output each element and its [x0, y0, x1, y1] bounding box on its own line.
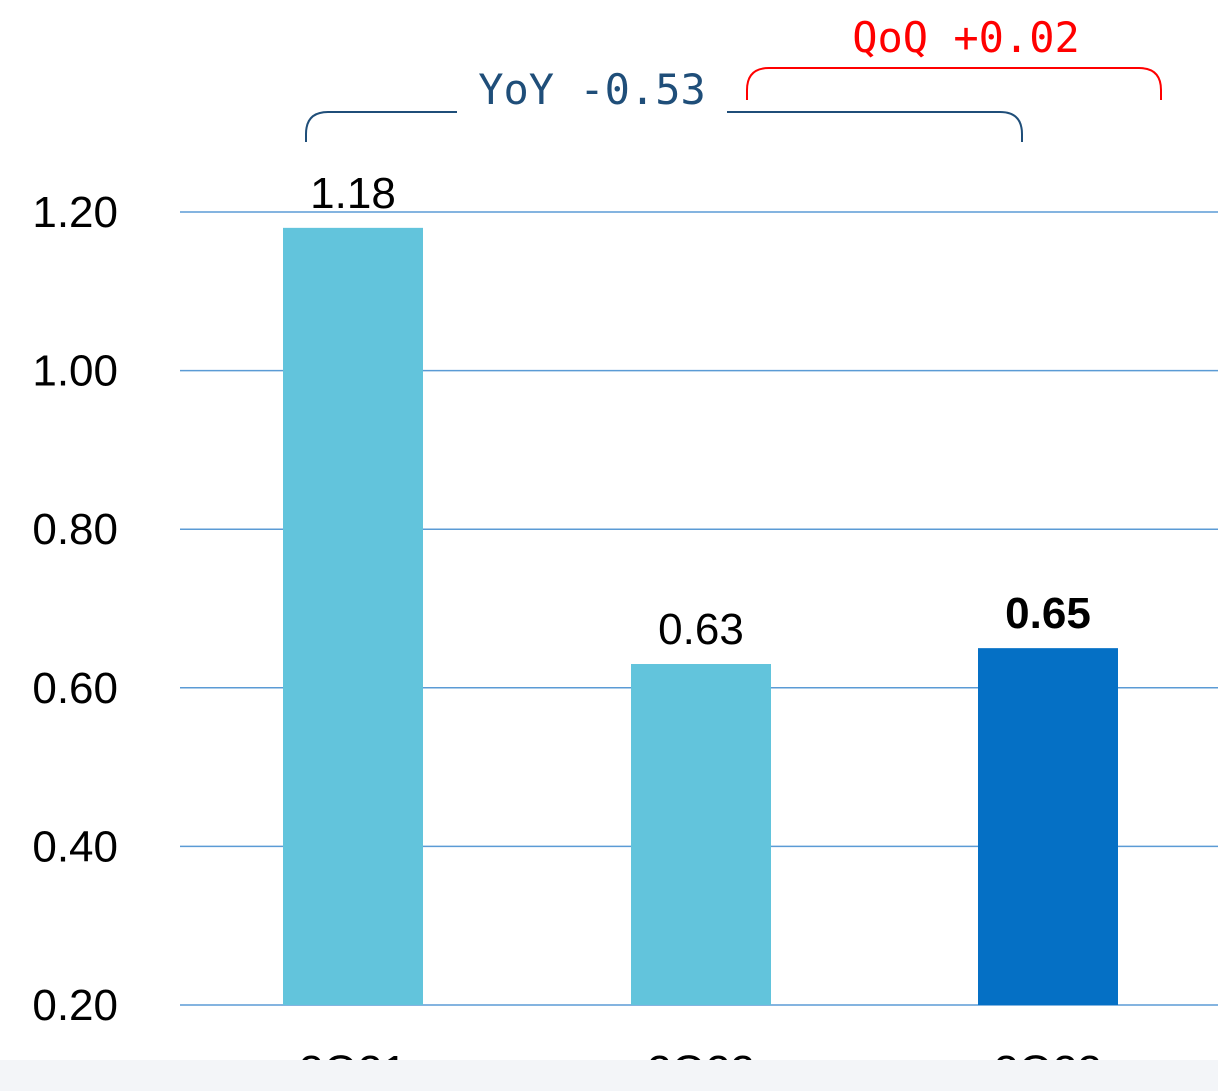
- y-axis: 0.20 0.40 0.60 0.80 1.00 1.20: [32, 188, 118, 1030]
- y-tick-label: 0.60: [32, 664, 118, 713]
- y-tick-label: 1.20: [32, 188, 118, 237]
- data-label-3q21: 1.18: [310, 169, 396, 218]
- change-annotations: YoY -0.53 QoQ +0.02: [305, 12, 1162, 142]
- data-label-2q22: 0.63: [658, 605, 744, 654]
- annotation-label-bg: [457, 64, 727, 116]
- y-tick-label: 1.00: [32, 347, 118, 396]
- y-tick-label: 0.80: [32, 505, 118, 554]
- bars: [283, 227, 1118, 1006]
- annotation-bracket: [305, 111, 1023, 142]
- annotation-label: YoY -0.53: [478, 65, 706, 114]
- bar-2q22: [631, 664, 771, 1005]
- annotation-label: QoQ +0.02: [852, 13, 1080, 62]
- data-label-3q22: 0.65: [1005, 589, 1091, 638]
- annotation-label-bg: [831, 12, 1101, 64]
- y-tick-label: 0.20: [32, 981, 118, 1030]
- bar-3q21: [283, 227, 423, 1006]
- annotation-bracket: [746, 67, 1162, 100]
- bar-3q22: [978, 648, 1118, 1005]
- data-labels: 1.18 0.63 0.65: [310, 169, 1091, 654]
- y-tick-label: 0.40: [32, 822, 118, 871]
- bottom-strip: [0, 1060, 1218, 1091]
